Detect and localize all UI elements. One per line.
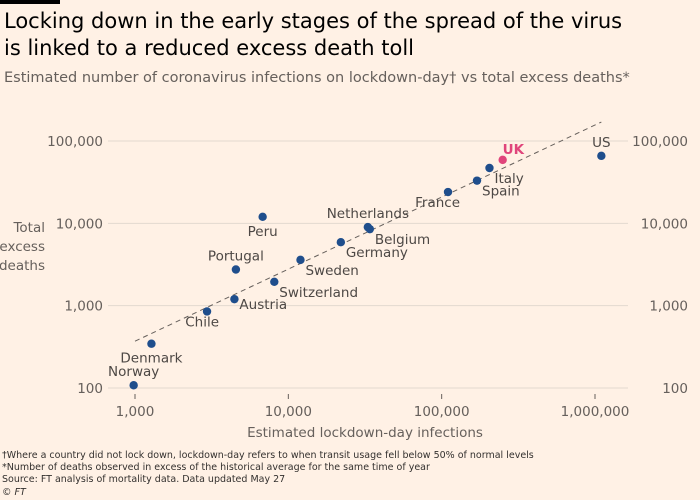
ft-credit: © FT <box>2 487 26 498</box>
point-norway <box>129 381 138 390</box>
y-tick-label-right: 1,000 <box>649 299 688 315</box>
trend-line <box>134 121 602 342</box>
x-axis-label: Estimated lockdown-day infections <box>247 425 483 441</box>
y-tick-label-right: 100,000 <box>632 134 688 150</box>
point-portugal <box>231 265 241 274</box>
point-peru <box>258 212 267 222</box>
x-tick-label: 10,000 <box>265 404 312 420</box>
x-tick-label: 1,000 <box>116 404 155 420</box>
y-tick-label-left: 100,000 <box>47 134 103 150</box>
label-netherlands: Netherlands <box>327 206 409 222</box>
title-line-2: is linked to a reduced excess death toll <box>4 36 414 60</box>
chart-subtitle: Estimated number of coronavirus infectio… <box>4 70 630 86</box>
point-chile <box>202 307 212 316</box>
y-tick-label-left: 1,000 <box>64 299 103 315</box>
x-tick-label: 100,000 <box>414 404 470 420</box>
y-tick-label-right: 100 <box>662 381 688 397</box>
label-denmark: Denmark <box>120 351 182 367</box>
label-uk: UK <box>503 142 525 158</box>
label-peru: Peru <box>248 224 278 240</box>
label-austria: Austria <box>239 297 287 313</box>
chart-title: Locking down in the early stages of the … <box>4 8 684 62</box>
point-us <box>597 151 606 161</box>
y-tick-label-left: 10,000 <box>56 216 103 232</box>
point-italy <box>485 163 494 173</box>
label-sweden: Sweden <box>305 263 358 279</box>
point-denmark <box>147 339 156 348</box>
point-austria <box>230 294 239 304</box>
source-note: Source: FT analysis of mortality data. D… <box>2 474 286 485</box>
y-tick-label-right: 10,000 <box>641 216 688 232</box>
point-spain <box>472 176 482 185</box>
x-tick-label: 1,000,000 <box>561 404 630 420</box>
point-france <box>443 187 453 197</box>
label-italy: Italy <box>494 171 523 187</box>
footnote-excess-deaths: *Number of deaths observed in excess of … <box>2 462 430 473</box>
y-axis-label-line: deaths <box>0 258 45 274</box>
label-chile: Chile <box>185 314 219 330</box>
label-portugal: Portugal <box>208 248 264 264</box>
label-belgium: Belgium <box>375 232 430 248</box>
label-spain: Spain <box>482 184 520 200</box>
y-tick-label-left: 100 <box>77 381 103 397</box>
label-switzerland: Switzerland <box>279 285 358 301</box>
footnote-lockdown-day: †Where a country did not lock down, lock… <box>2 450 534 461</box>
point-germany <box>336 237 346 247</box>
ft-brand-bar <box>0 0 60 4</box>
y-axis-label-line: excess <box>0 239 45 255</box>
point-switzerland <box>270 277 279 286</box>
label-norway: Norway <box>108 364 159 380</box>
title-line-1: Locking down in the early stages of the … <box>4 9 623 33</box>
label-france: France <box>415 195 460 211</box>
y-axis-label-line: Total <box>12 220 45 236</box>
point-uk <box>498 155 507 165</box>
label-germany: Germany <box>346 245 408 261</box>
point-sweden <box>296 255 305 265</box>
label-us: US <box>592 135 610 151</box>
point-belgium <box>365 224 375 234</box>
